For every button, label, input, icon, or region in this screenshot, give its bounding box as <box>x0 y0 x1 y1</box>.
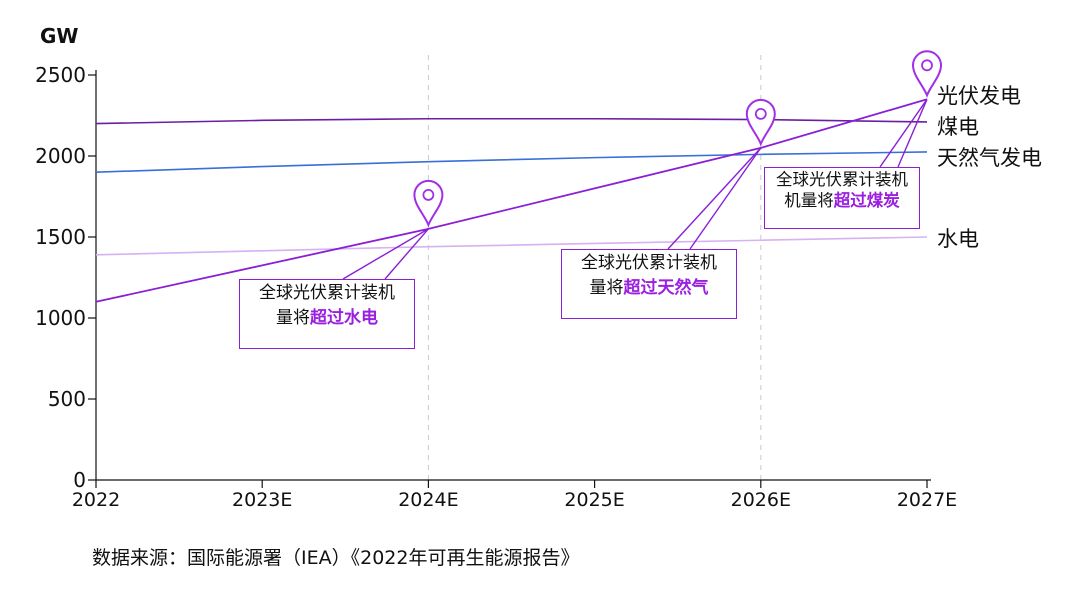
map-pin-icon <box>745 98 776 147</box>
callout-pointer <box>879 98 928 168</box>
series-label: 煤电 <box>937 115 979 139</box>
callout-pointer <box>384 228 429 280</box>
callout-line1: 全球光伏累计装机 <box>776 170 908 189</box>
y-tick-label: 2500 <box>35 63 86 87</box>
callout-line1: 全球光伏累计装机 <box>581 253 717 273</box>
callout-line1: 全球光伏累计装机 <box>259 283 395 303</box>
map-pin-icon <box>911 50 943 98</box>
callout-surpass-coal: 全球光伏累计装机 机量将超过煤炭 <box>764 167 920 229</box>
x-tick-label: 2022 <box>72 489 120 511</box>
map-pin-dot <box>754 108 767 120</box>
series-label: 光伏发电 <box>937 84 1021 108</box>
y-axis-unit-label: GW <box>40 24 79 48</box>
callout-prefix: 机量将 <box>784 191 834 210</box>
callout-pointer <box>667 147 762 250</box>
callout-highlight: 超过煤炭 <box>833 191 900 210</box>
y-tick-label: 1000 <box>35 306 86 330</box>
y-tick-label: 500 <box>48 387 86 411</box>
map-pin-icon <box>413 179 444 228</box>
map-pin-dot <box>921 59 933 72</box>
x-tick-label: 2026E <box>731 489 791 511</box>
source-note: 数据来源：国际能源署（IEA）《2022年可再生能源报告》 <box>92 547 580 569</box>
callout-pointer <box>897 99 928 168</box>
callout-prefix: 量将 <box>276 308 310 328</box>
callout-highlight: 超过水电 <box>310 308 378 328</box>
series-line-solar <box>95 98 928 303</box>
x-tick-label: 2023E <box>232 489 292 511</box>
series-line-coal <box>95 117 928 125</box>
series-line-hydro <box>95 236 928 256</box>
callout-highlight: 超过天然气 <box>623 278 709 298</box>
callout-surpass-hydro: 全球光伏累计装机 量将超过水电 <box>239 279 415 349</box>
callout-surpass-gas: 全球光伏累计装机 量将超过天然气 <box>561 249 737 319</box>
callout-pointer <box>342 228 429 280</box>
callout-prefix: 量将 <box>589 278 624 298</box>
series-line-gas <box>95 151 928 173</box>
series-label: 天然气发电 <box>937 146 1042 170</box>
y-tick-label: 0 <box>73 468 86 492</box>
map-pin-dot <box>422 188 435 201</box>
y-tick-label: 1500 <box>35 225 86 249</box>
series-label: 水电 <box>937 227 979 251</box>
callout-pointer <box>689 147 762 250</box>
x-tick-label: 2025E <box>564 489 624 511</box>
x-tick-label: 2024E <box>398 489 458 511</box>
y-tick-label: 2000 <box>35 144 86 168</box>
x-tick-label: 2027E <box>897 489 957 511</box>
